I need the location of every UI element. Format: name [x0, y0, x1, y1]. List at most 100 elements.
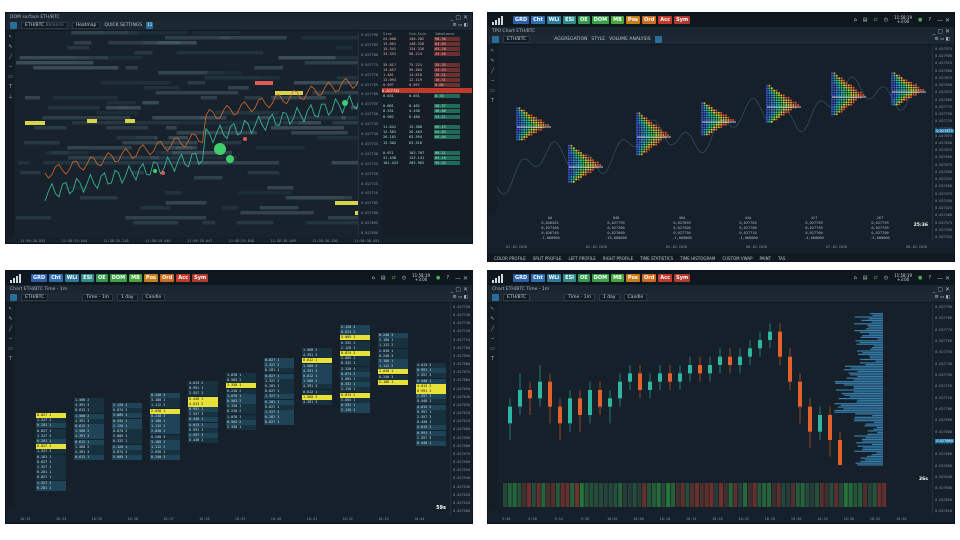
hline-icon[interactable]: ─ [490, 78, 494, 84]
chart-icon[interactable]: ▤ [862, 275, 868, 281]
dom-cell[interactable]: 43.46 [434, 52, 460, 57]
dom-cell[interactable]: 35.817 [383, 62, 396, 67]
dom-cell[interactable]: 31.438 [383, 156, 396, 161]
pencil-icon[interactable]: ✎ [490, 58, 495, 64]
module-button-grd[interactable]: GRD [513, 274, 530, 282]
module-button-wli[interactable]: WLi [546, 274, 562, 282]
hline-icon[interactable]: ─ [8, 336, 12, 342]
dom-cell[interactable]: 133.141 [409, 156, 425, 161]
cursor-icon[interactable]: ↖ [490, 48, 495, 54]
link-icon[interactable] [492, 36, 499, 43]
style-button[interactable]: STYLE [591, 37, 606, 42]
module-button-acc[interactable]: Acc [658, 16, 673, 24]
pencil-icon[interactable]: ✎ [8, 44, 13, 50]
module-button-mb[interactable]: MB [611, 16, 624, 24]
dom-cell[interactable]: 15.341 [383, 47, 396, 52]
panel-titlebar[interactable]: DOM surface ETH/BTC _ ▢ ✕ [6, 13, 472, 21]
panel-titlebar[interactable]: Chart ETH/BTC Time - 1m _ ▢ ✕ [488, 285, 954, 293]
window-controls-icon[interactable]: _ ▢ ✕ [450, 285, 468, 293]
module-button-ord[interactable]: Ord [159, 274, 175, 282]
footprint-plot[interactable]: 0.827 1 1.327 2 6.281 1 0.827 1 1.327 2 6.281… [16, 303, 446, 513]
module-button-mb[interactable]: MB [129, 274, 142, 282]
dom-cell[interactable]: 14.618 [409, 73, 422, 78]
help-icon[interactable]: ? [446, 275, 450, 281]
price-axis[interactable]: 0.027750 0.027740 0.027730 0.027720 0.027710… [450, 303, 472, 515]
quick-settings-button[interactable]: QUICK SETTINGS [104, 23, 143, 28]
connection-icon[interactable]: ⇄ [873, 17, 878, 23]
connection-icon[interactable]: ⇄ [873, 275, 878, 281]
module-button-sym[interactable]: Sym [674, 274, 691, 282]
ruler-icon[interactable]: ⟂ [8, 94, 13, 100]
dom-cell[interactable]: 15.302 [383, 140, 396, 145]
window-controls-icon[interactable]: _ ▢ ✕ [932, 27, 950, 35]
dom-cell[interactable]: 13.001 [383, 41, 396, 46]
dom-cell[interactable]: 35.35 [434, 62, 460, 67]
panel-titlebar[interactable]: TPO Chart ETH/BTC _ ▢ ✕ [488, 27, 954, 35]
tpo-option-toggle[interactable]: SPLIT PROFILE [532, 255, 562, 261]
price-axis[interactable]: 0.027790 0.027780 0.027770 0.027760 0.027750… [932, 303, 954, 515]
volume-analysis-button[interactable]: VOLUME ANALYSIS [609, 37, 651, 42]
module-button-oe[interactable]: OE [96, 274, 108, 282]
line-icon[interactable]: ╱ [490, 326, 494, 332]
dom-cell[interactable]: 1.481 [383, 73, 394, 78]
dom-cell[interactable]: 63.594 [409, 135, 422, 140]
module-button-grd[interactable]: GRD [31, 274, 48, 282]
pencil-icon[interactable]: ✎ [8, 316, 13, 322]
panel-titlebar[interactable]: Chart ETH/BTC Time - 1m _ ▢ ✕ [6, 285, 472, 293]
line-icon[interactable]: ╱ [8, 326, 12, 332]
line-icon[interactable]: ╱ [8, 54, 12, 60]
dom-cell[interactable]: 13.057 [383, 67, 396, 72]
style-select[interactable]: Candle [141, 294, 166, 301]
module-button-esi[interactable]: ESI [563, 16, 577, 24]
volume-analysis-toggle-icon[interactable] [654, 36, 662, 43]
rect-icon[interactable]: ▭ [8, 346, 13, 352]
dom-cell[interactable]: 0.74 [434, 93, 460, 98]
aggregation-button[interactable]: AGGREGATION [554, 37, 588, 42]
dom-cell[interactable]: 13.094 [383, 78, 396, 83]
dom-cell[interactable]: 98.224 [409, 52, 422, 57]
dom-cell[interactable]: 0.097 [383, 83, 394, 88]
module-button-esi[interactable]: ESI [563, 274, 577, 282]
dom-cell[interactable]: 0.331 [383, 109, 394, 114]
dom-cell[interactable]: 26.403 [409, 130, 422, 135]
clock-icon[interactable]: ◷ [883, 17, 889, 23]
chart-icon[interactable]: ▤ [862, 17, 868, 23]
module-button-mb[interactable]: MB [611, 274, 624, 282]
dom-cell[interactable]: 10.31 [434, 78, 460, 83]
dom-cell[interactable]: 84.10 [434, 156, 460, 161]
module-button-dom[interactable]: DOM [591, 274, 610, 282]
dom-cell[interactable]: 0.097 [409, 83, 420, 88]
dom-cell[interactable]: 102.707 [409, 150, 425, 155]
clock-icon[interactable]: ◷ [401, 275, 407, 281]
dom-cell[interactable]: 0.671 [383, 150, 394, 155]
pencil-icon[interactable]: ✎ [490, 316, 495, 322]
settings-icon[interactable]: ⚙ ▭ ◧ [452, 295, 468, 300]
module-button-ord[interactable]: Ord [641, 274, 657, 282]
symbol-field[interactable]: ETH/BTC Binance [21, 22, 68, 29]
help-icon[interactable]: ? [928, 17, 932, 23]
dom-cell[interactable]: 148.328 [409, 41, 425, 46]
dom-cell[interactable]: 285.962 [409, 161, 425, 166]
symbol-field[interactable]: ETH/BTC [503, 294, 531, 301]
timeframe-select[interactable]: Time - 1m [82, 294, 113, 301]
dom-cell[interactable]: 60.19 [434, 124, 460, 129]
symbol-field[interactable]: ETH/BTC [503, 36, 531, 43]
dom-cell[interactable]: 48.88 [434, 109, 460, 114]
module-button-dom[interactable]: DOM [109, 274, 128, 282]
line-icon[interactable]: ╱ [490, 68, 494, 74]
dom-cell[interactable]: 75.221 [409, 62, 422, 67]
module-button-dom[interactable]: DOM [591, 16, 610, 24]
dom-cell[interactable]: 24.53 [434, 67, 460, 72]
settings-icon[interactable]: ⚙ ▭ ◧ [452, 23, 468, 28]
dom-cell[interactable]: 84.83 [434, 41, 460, 46]
dom-cell[interactable]: 38.37 [434, 104, 460, 109]
chart-icon[interactable]: ▤ [380, 275, 386, 281]
module-button-cht[interactable]: Cht [49, 274, 63, 282]
dom-ladder[interactable]: Size Cum.Size Imbalance 24.000 156.282 98.38 1… [382, 31, 472, 237]
dom-cell[interactable]: 63.28 [434, 47, 460, 52]
lock-icon[interactable]: ⌂ [853, 275, 857, 281]
rect-icon[interactable]: ▭ [8, 74, 13, 80]
text-icon[interactable]: T [8, 356, 13, 362]
dom-cell[interactable]: 12.119 [409, 78, 422, 83]
help-icon[interactable]: ? [928, 275, 932, 281]
